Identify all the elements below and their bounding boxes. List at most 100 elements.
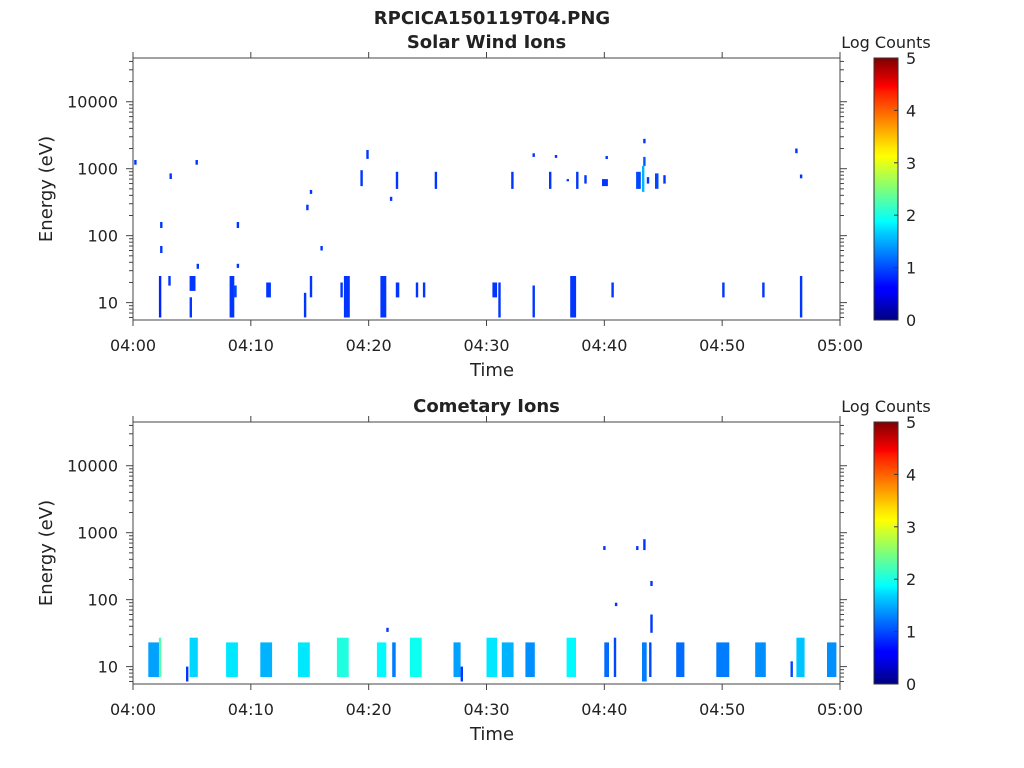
spectrogram-cell: [501, 642, 514, 677]
spectrogram-cell: [392, 642, 396, 677]
spectrogram-cell: [642, 642, 647, 682]
x-tick-label: 04:40: [581, 336, 627, 355]
colorbar-tick-label: 4: [906, 101, 916, 120]
spectrogram-cell: [605, 156, 608, 159]
spectrogram-cell: [790, 661, 793, 677]
spectrogram-cell: [160, 246, 163, 253]
spectrogram-cell: [799, 276, 803, 318]
spectrogram-cell: [186, 666, 189, 682]
spectrogram-cell: [422, 282, 426, 298]
spectrogram-cell: [603, 546, 606, 550]
y-axis-label: Energy (eV): [36, 136, 57, 242]
spectrogram-cell: [614, 602, 618, 607]
spectrogram-cell: [189, 637, 198, 677]
panel-title: Solar Wind Ions: [407, 32, 566, 53]
spectrogram-cell: [663, 175, 666, 184]
x-tick-label: 05:00: [817, 336, 863, 355]
spectrogram-cell: [827, 642, 837, 677]
spectrogram-cell: [195, 160, 198, 165]
panel-title: Cometary Ions: [413, 396, 560, 417]
spectrogram-cell: [566, 179, 569, 182]
spectrogram-cell: [762, 282, 765, 298]
spectrogram-cell: [158, 276, 162, 318]
colorbar-tick-label: 0: [906, 311, 916, 330]
spectrogram-cell: [415, 282, 419, 298]
spectrogram-cell: [643, 539, 646, 551]
spectrogram-cell: [636, 546, 639, 550]
spectrogram-cell: [360, 170, 363, 187]
spectrogram-cell: [134, 160, 137, 165]
colorbar-tick-label: 5: [906, 413, 916, 432]
colorbar-label: Log Counts: [841, 33, 931, 52]
spectrogram-cell: [646, 177, 650, 184]
spectrogram-cell: [511, 171, 514, 189]
spectrogram-cell: [320, 246, 323, 251]
figure-title: RPCICA150119T04.PNG: [374, 8, 610, 29]
spectrogram-cell: [549, 171, 552, 189]
x-tick-label: 04:40: [581, 700, 627, 719]
spectrogram-cell: [796, 637, 805, 677]
colorbar-tick-label: 5: [906, 49, 916, 68]
spectrogram-cell: [755, 642, 766, 677]
spectrogram-cell: [655, 173, 659, 189]
colorbar-tick-label: 1: [906, 259, 916, 278]
spectrogram-cell: [642, 165, 645, 192]
spectrogram-cell: [584, 175, 587, 184]
spectrogram-cells: [148, 539, 837, 682]
y-tick-label: 10000: [67, 457, 118, 476]
x-tick-label: 04:20: [346, 700, 392, 719]
spectrogram-cell: [160, 222, 163, 228]
spectrogram-cell: [196, 263, 199, 269]
spectrogram-cell: [148, 642, 161, 677]
spectrogram-cell: [343, 276, 350, 318]
colorbar-tick-label: 2: [906, 206, 916, 225]
colorbar: [873, 57, 899, 321]
x-tick-label: 04:20: [346, 336, 392, 355]
spectrogram-cell: [492, 282, 498, 298]
spectrogram-cell: [380, 276, 387, 318]
x-tick-label: 04:50: [699, 700, 745, 719]
colorbar-tick-label: 3: [906, 154, 916, 173]
spectrogram-cell: [376, 642, 387, 677]
x-tick-label: 04:30: [463, 336, 509, 355]
x-tick-label: 05:00: [817, 700, 863, 719]
spectrogram-cell: [366, 150, 369, 159]
spectrogram-cell: [229, 276, 235, 318]
y-tick-label: 10: [98, 658, 118, 677]
spectrogram-cell: [636, 171, 641, 189]
spectrogram-cell: [525, 642, 535, 677]
colorbar: [873, 421, 899, 685]
spectrogram-cell: [303, 292, 307, 318]
spectrogram-cell: [306, 204, 309, 211]
spectrogram-cell: [613, 637, 617, 677]
spectrogram-cell: [189, 276, 196, 291]
spectrogram-cell: [611, 282, 614, 298]
spectrogram-cell: [434, 171, 438, 189]
spectrogram-cell: [532, 285, 535, 318]
spectrogram-cell: [340, 282, 343, 298]
y-tick-label: 1000: [77, 524, 118, 543]
spectrogram-cell: [309, 276, 313, 298]
y-tick-label: 100: [87, 591, 118, 610]
spectrogram-cell: [336, 637, 349, 677]
spectrogram-cell: [266, 282, 271, 298]
x-tick-label: 04:50: [699, 336, 745, 355]
spectrogram-cell: [233, 285, 237, 298]
spectrogram-cell: [532, 153, 535, 157]
spectrogram-cell: [453, 642, 461, 677]
spectrogram-cell: [236, 263, 240, 268]
spectrogram-cell: [226, 642, 238, 677]
spectrogram-cell: [649, 642, 652, 677]
x-tick-label: 04:10: [228, 336, 274, 355]
spectrogram-cell: [650, 581, 653, 586]
y-tick-label: 100: [87, 227, 118, 246]
spectrogram-cell: [395, 282, 400, 298]
x-tick-label: 04:00: [110, 336, 156, 355]
x-tick-label: 04:10: [228, 700, 274, 719]
spectrogram-cell: [576, 171, 579, 189]
y-axis-label: Energy (eV): [36, 500, 57, 606]
spectrogram-cell: [643, 156, 646, 166]
spectrogram-cell: [716, 642, 730, 677]
y-tick-label: 10000: [67, 93, 118, 112]
